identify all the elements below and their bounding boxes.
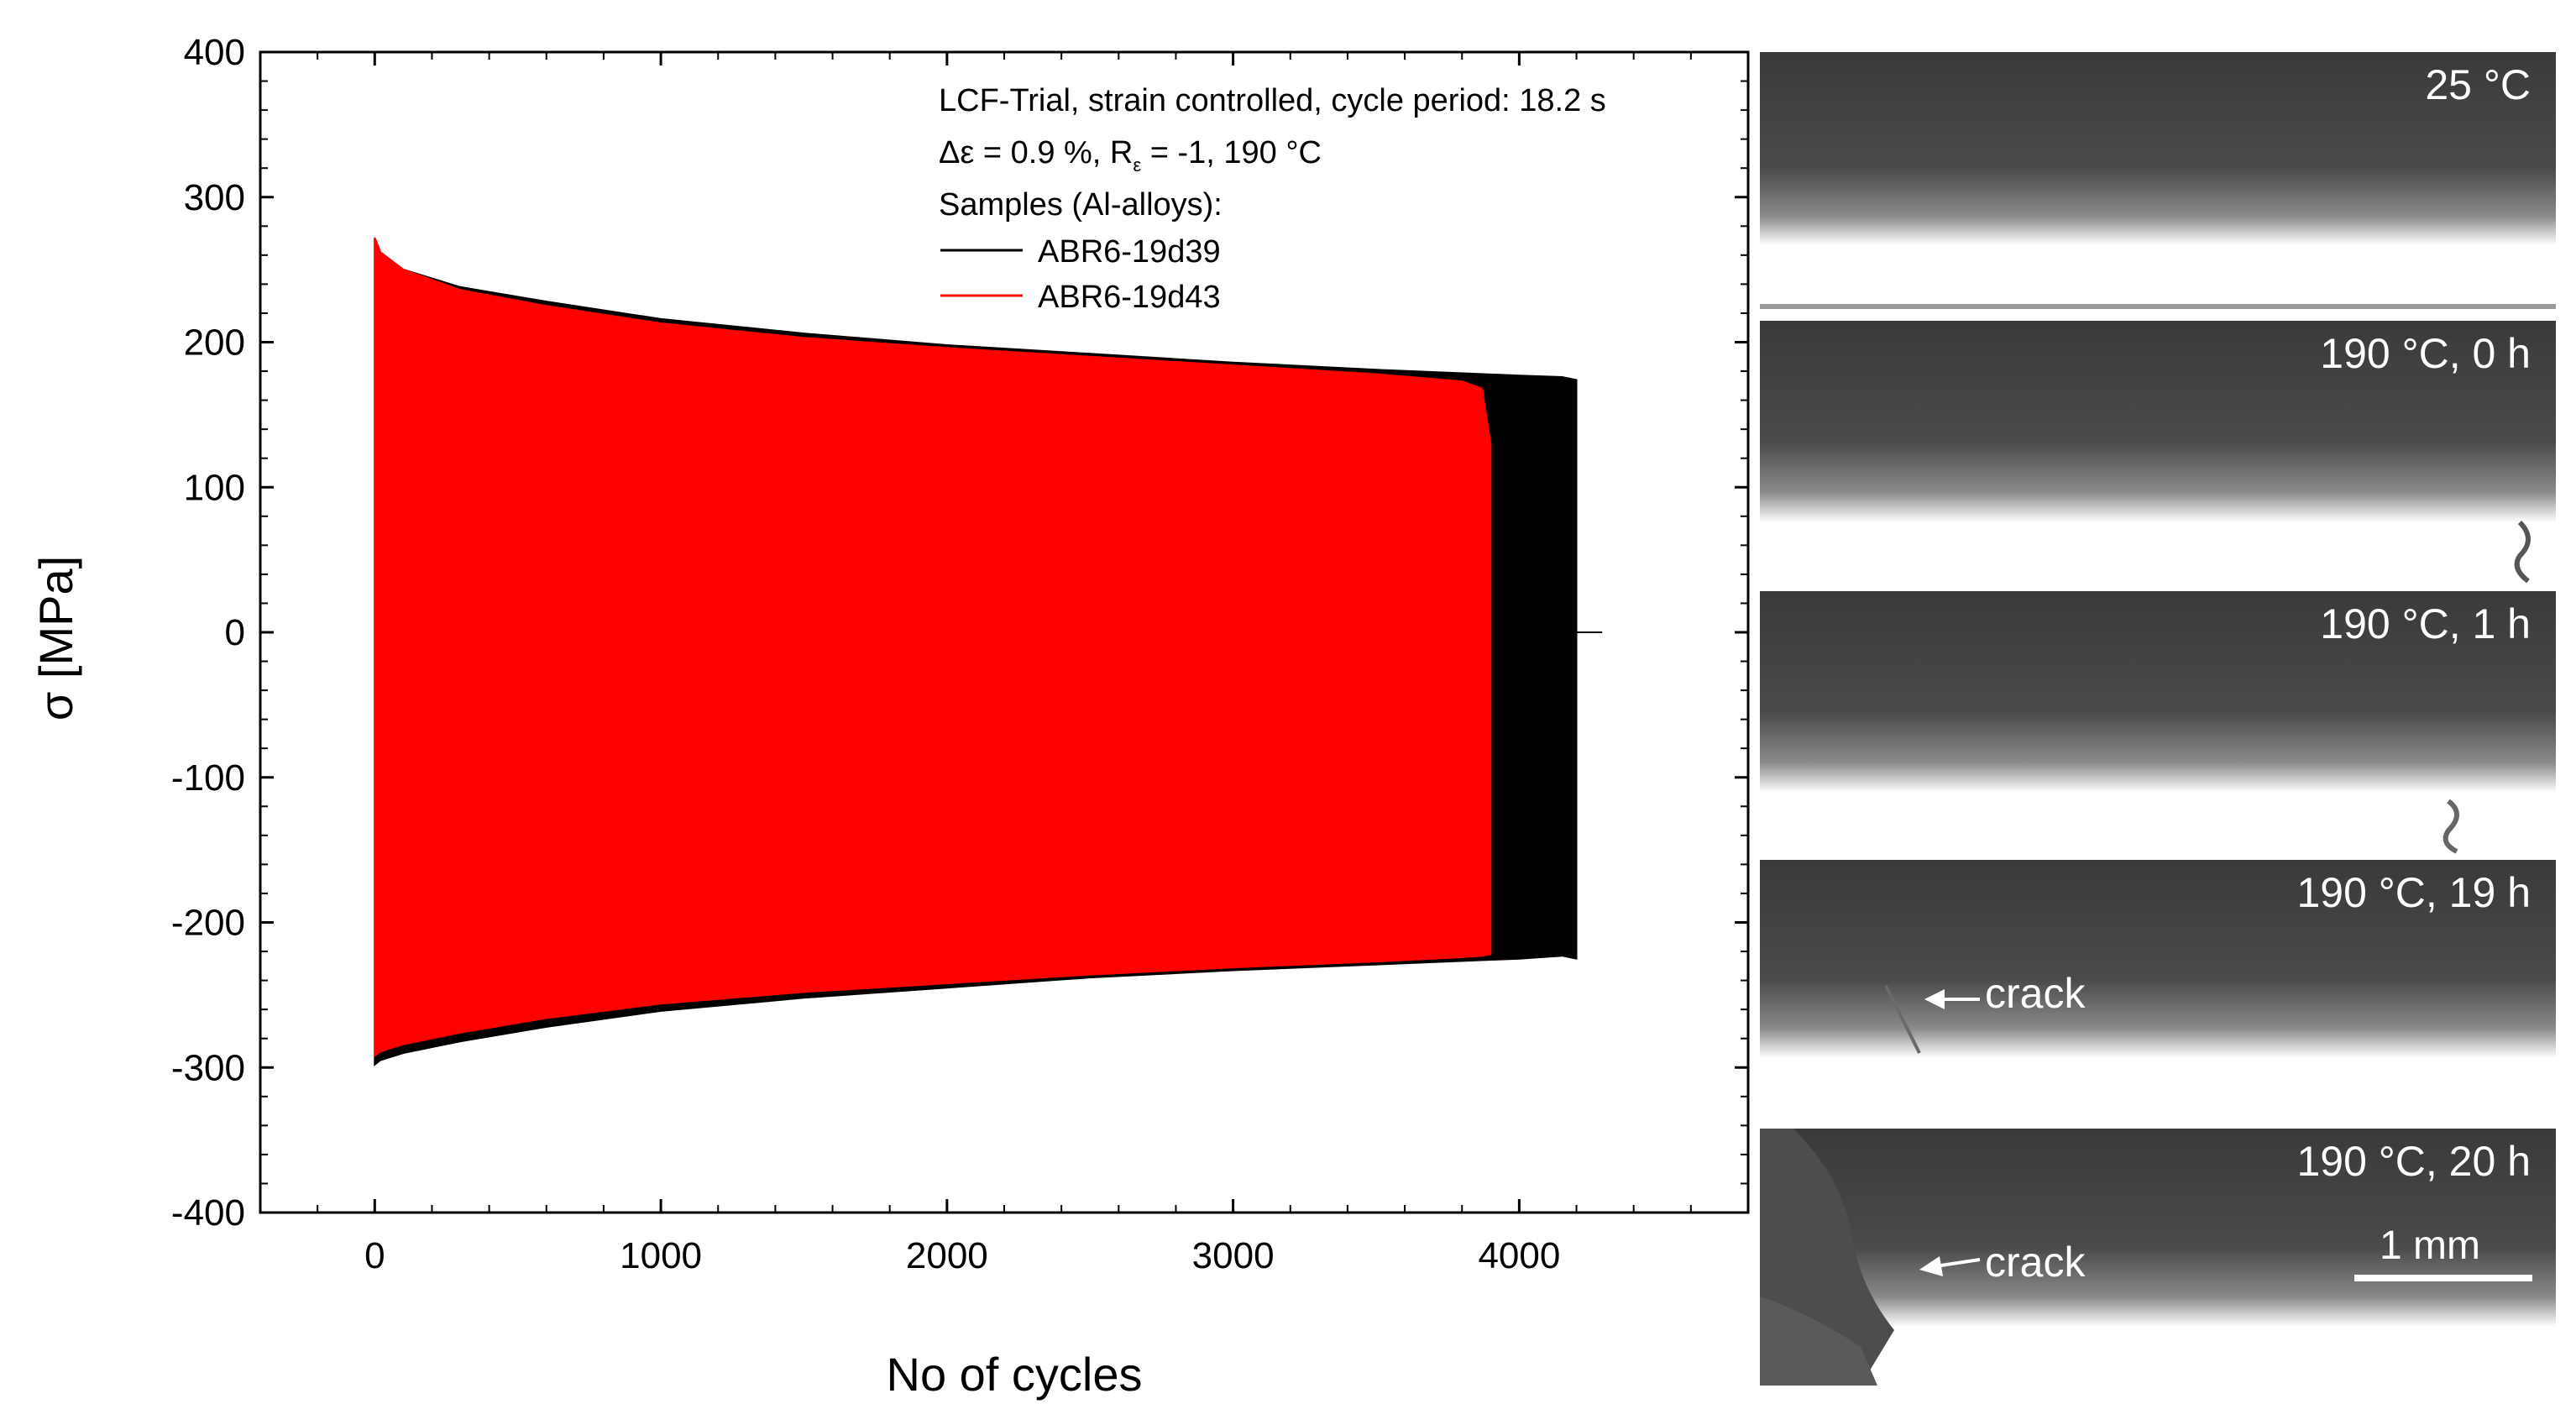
crack-arrow-head <box>1919 1256 1943 1276</box>
scale-bar-label: 1 mm <box>2380 1223 2480 1268</box>
y-tick-label: 200 <box>184 322 245 364</box>
y-tick-label: 300 <box>184 177 245 218</box>
y-tick-label: -300 <box>171 1047 245 1088</box>
x-tick-label: 2000 <box>906 1235 988 1276</box>
crack-arrow-head <box>1924 989 1945 1009</box>
annotation-subscript: ε <box>1133 155 1141 176</box>
micrograph-texture <box>1760 1129 2556 1386</box>
micrograph-label: 190 °C, 1 h <box>2320 600 2531 647</box>
axes <box>259 50 1750 1214</box>
annotation-delta: Δε = 0.9 %, R <box>939 135 1133 170</box>
y-axis-title: σ [MPa] <box>29 556 82 720</box>
micrograph-texture <box>1760 52 2556 316</box>
annotation-ratio: = -1, 190 °C <box>1141 135 1322 170</box>
y-tick-label: 100 <box>184 467 245 508</box>
micrograph-texture <box>1760 321 2556 584</box>
annotation-line-2: Δε = 0.9 %, Rε = -1, 190 °C <box>939 135 1322 176</box>
micrograph-label: 190 °C, 0 h <box>2320 330 2531 377</box>
micrograph-panel-25c: 25 °C <box>1760 52 2556 316</box>
legend-label-1: ABR6-19d39 <box>1038 234 1221 270</box>
micrograph-texture <box>1760 591 2556 855</box>
micrograph-texture <box>1760 860 2556 1124</box>
micrograph-panel-190c-0h: 190 °C, 0 h <box>1760 321 2556 584</box>
micrograph-panel-190c-19h: 190 °C, 19 h crack <box>1760 860 2556 1124</box>
y-tick-label: 400 <box>184 32 245 73</box>
x-tick-label: 0 <box>364 1235 385 1276</box>
y-tick-label: -200 <box>171 903 245 944</box>
y-tick-label: 0 <box>225 612 245 653</box>
micrograph-panel-190c-20h: 190 °C, 20 h crack 1 mm <box>1760 1129 2556 1386</box>
y-tick-label: -400 <box>171 1192 245 1234</box>
annotation-line-1: LCF-Trial, strain controlled, cycle peri… <box>939 83 1606 118</box>
micrograph-label: 190 °C, 19 h <box>2296 869 2531 916</box>
micrograph-label: 190 °C, 20 h <box>2296 1138 2531 1185</box>
y-tick-label: -100 <box>171 757 245 799</box>
x-tick-label: 4000 <box>1478 1235 1560 1276</box>
annotation-box: LCF-Trial, strain controlled, cycle peri… <box>939 83 1606 315</box>
x-tick-label: 1000 <box>620 1235 702 1276</box>
plot-area <box>374 237 1603 1066</box>
x-tick-label: 3000 <box>1192 1235 1275 1276</box>
legend-label-2: ABR6-19d43 <box>1038 280 1221 315</box>
annotation-line-3: Samples (Al-alloys): <box>939 187 1223 223</box>
crack-label: crack <box>1985 970 2086 1017</box>
micrograph-panel-190c-1h: 190 °C, 1 h <box>1760 591 2556 855</box>
x-axis-title: No of cycles <box>887 1348 1143 1401</box>
micrograph-label: 25 °C <box>2425 61 2531 108</box>
crack-label: crack <box>1985 1239 2086 1286</box>
series-band-2 <box>374 237 1492 1058</box>
